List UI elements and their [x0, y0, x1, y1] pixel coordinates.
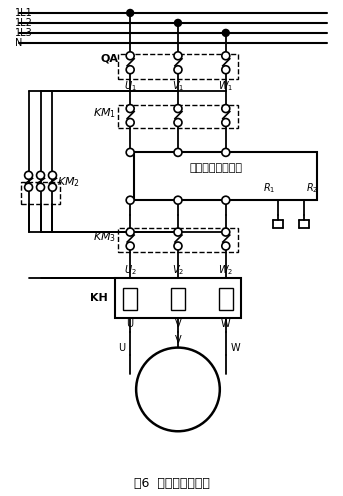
Circle shape	[37, 183, 45, 191]
Circle shape	[48, 183, 57, 191]
Circle shape	[222, 105, 230, 113]
Text: M: M	[169, 371, 187, 388]
Text: $V_1$: $V_1$	[172, 79, 184, 93]
Circle shape	[25, 183, 33, 191]
Text: $KM_1$: $KM_1$	[93, 107, 116, 121]
Bar	[115, 278, 241, 318]
Text: KH: KH	[90, 293, 107, 303]
Text: U: U	[127, 319, 134, 329]
Text: $V_2$: $V_2$	[172, 263, 184, 277]
Text: $KM_3$: $KM_3$	[93, 230, 116, 244]
Text: $U_2$: $U_2$	[124, 263, 137, 277]
Circle shape	[174, 105, 182, 113]
Text: $U_1$: $U_1$	[124, 79, 137, 93]
Circle shape	[126, 242, 134, 250]
Text: U: U	[118, 343, 125, 353]
Circle shape	[126, 119, 134, 126]
Text: V: V	[175, 319, 181, 329]
Circle shape	[222, 119, 230, 126]
Bar	[123, 288, 137, 310]
Text: 1L2: 1L2	[15, 18, 33, 28]
Circle shape	[174, 242, 182, 250]
Text: 图6  带旁路的一次图: 图6 带旁路的一次图	[133, 477, 210, 490]
Text: $KM_2$: $KM_2$	[58, 176, 81, 189]
Circle shape	[136, 348, 220, 431]
Circle shape	[127, 9, 134, 16]
Text: $W_2$: $W_2$	[218, 263, 233, 277]
Text: 电动机软启动装置: 电动机软启动装置	[189, 163, 242, 173]
Bar	[171, 288, 185, 310]
Text: 3~: 3~	[169, 393, 187, 406]
Circle shape	[126, 105, 134, 113]
Text: W: W	[221, 319, 230, 329]
Text: $R_1$: $R_1$	[263, 182, 275, 195]
Text: 1L1: 1L1	[15, 8, 32, 18]
Circle shape	[222, 228, 230, 236]
Circle shape	[174, 196, 182, 204]
Circle shape	[222, 29, 229, 36]
Text: V: V	[175, 335, 181, 345]
Bar	[118, 54, 238, 79]
Text: $R_2$: $R_2$	[306, 182, 319, 195]
Circle shape	[175, 19, 181, 26]
Circle shape	[48, 171, 57, 179]
Circle shape	[222, 52, 230, 60]
Bar	[219, 288, 233, 310]
Circle shape	[222, 196, 230, 204]
Circle shape	[174, 52, 182, 60]
Circle shape	[174, 228, 182, 236]
Circle shape	[126, 228, 134, 236]
Text: N: N	[15, 38, 22, 48]
Circle shape	[174, 119, 182, 126]
Circle shape	[126, 66, 134, 74]
Text: W: W	[231, 343, 240, 353]
Text: QA: QA	[100, 54, 118, 64]
Circle shape	[222, 242, 230, 250]
Bar	[118, 228, 238, 252]
Circle shape	[174, 148, 182, 156]
Circle shape	[37, 171, 45, 179]
Bar	[134, 152, 317, 200]
Bar	[118, 105, 238, 128]
Circle shape	[222, 148, 230, 156]
Text: 1L3: 1L3	[15, 28, 32, 38]
Circle shape	[126, 196, 134, 204]
Circle shape	[25, 171, 33, 179]
Circle shape	[222, 66, 230, 74]
Circle shape	[126, 52, 134, 60]
Text: $W_1$: $W_1$	[218, 79, 233, 93]
Circle shape	[126, 148, 134, 156]
Bar	[21, 182, 60, 204]
Circle shape	[174, 66, 182, 74]
